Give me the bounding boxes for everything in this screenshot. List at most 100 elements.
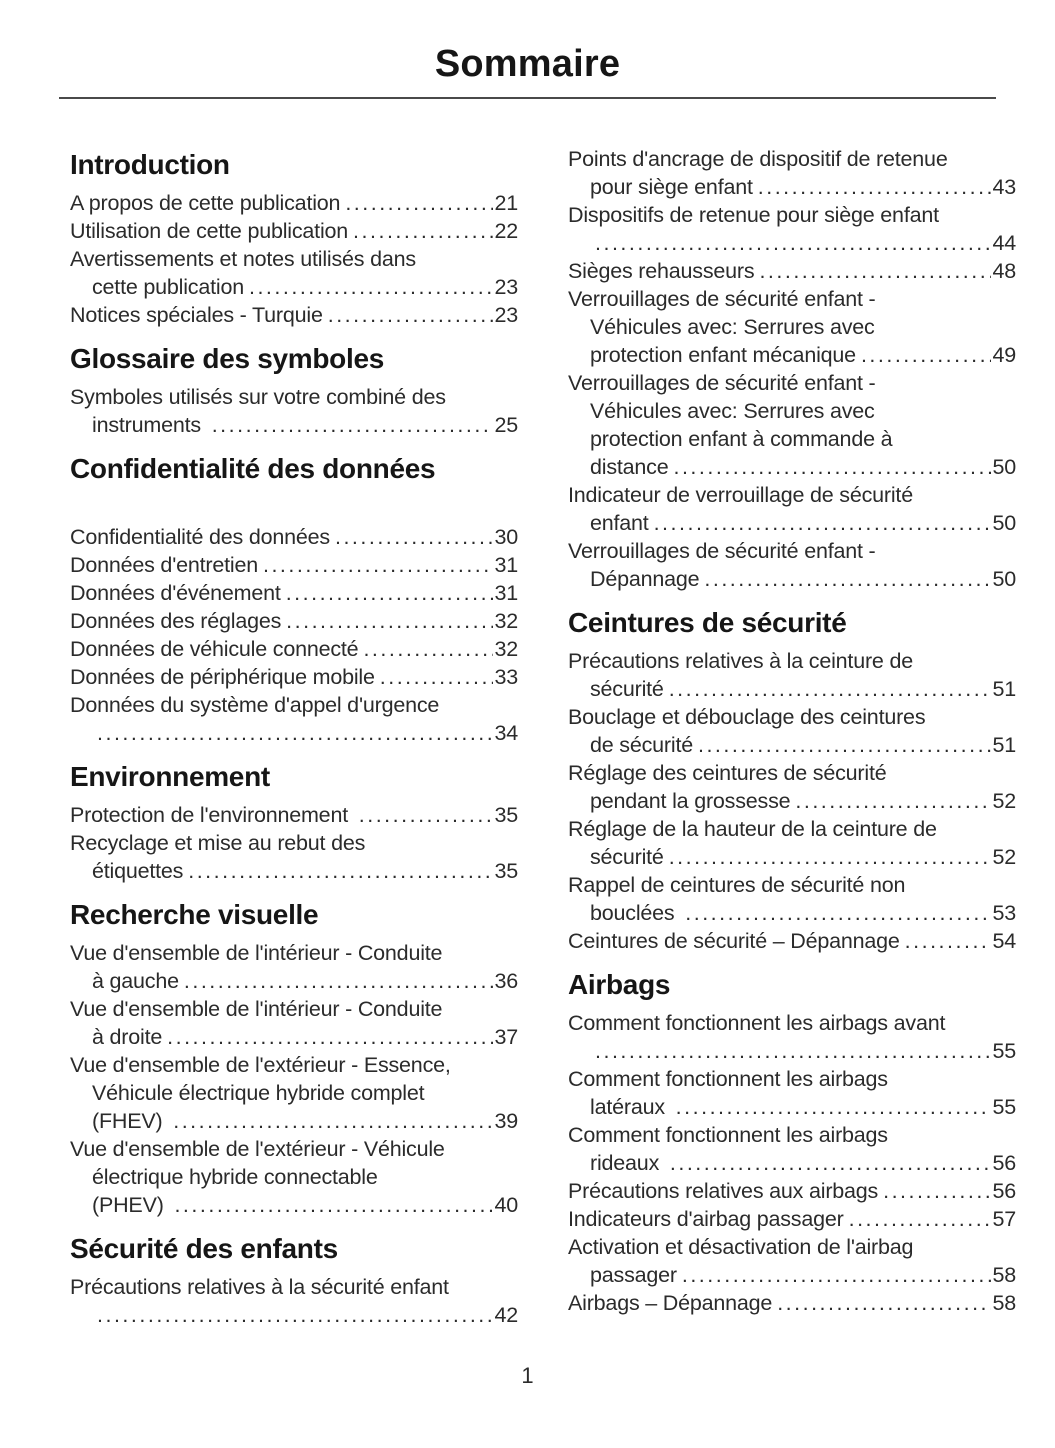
section-heading: Sécurité des enfants <box>70 1233 338 1264</box>
toc-entry-line: protection enfant à commande à <box>568 425 1016 453</box>
toc-entry: Vue d'ensemble de l'extérieur - Véhicule… <box>70 1135 518 1219</box>
toc-entry-line: enfant..................................… <box>568 509 1016 537</box>
toc-column: Introduction A propos de cette publicatio… <box>70 145 518 1329</box>
entry-text: Points d'ancrage de dispositif de retenu… <box>568 147 948 171</box>
toc-entry-line: Précautions relatives à la ceinture de <box>568 647 1016 675</box>
page-ref: 58 <box>992 1263 1016 1287</box>
dot-leader: ........................................… <box>327 303 494 327</box>
entry-text: de sécurité <box>590 733 693 757</box>
entry-text: Utilisation de cette publication <box>70 219 349 243</box>
toc-entry: Activation et désactivation de l'airbag p… <box>568 1233 1016 1289</box>
dot-leader: ........................................… <box>285 581 494 605</box>
toc-entry-line: rideaux ................................… <box>568 1149 1016 1177</box>
toc-entry-line: Airbags – Dépannage.....................… <box>568 1289 1016 1317</box>
page-ref: 53 <box>992 901 1016 925</box>
dot-leader: ........................................… <box>358 803 494 827</box>
toc-entry-line: ........................................… <box>568 1037 1016 1065</box>
entry-text: Précautions relatives à la ceinture de <box>568 649 913 673</box>
toc-entry: Données d'événement.....................… <box>70 579 518 607</box>
toc-entry: Verrouillages de sécurité enfant - Véhicu… <box>568 369 1016 481</box>
toc-entry: Airbags – Dépannage.....................… <box>568 1289 1016 1317</box>
toc-section: Introduction A propos de cette publicatio… <box>70 145 518 329</box>
toc-entry-line: Véhicule électrique hybride complet <box>70 1079 518 1107</box>
page-ref: 55 <box>992 1095 1016 1119</box>
toc-entry: Ceintures de sécurité – Dépannage.......… <box>568 927 1016 955</box>
toc-entry: Réglage de la hauteur de la ceinture de s… <box>568 815 1016 871</box>
toc-entry-line: cette publication.......................… <box>70 273 518 301</box>
entry-text: distance <box>590 455 669 479</box>
dot-leader: ........................................… <box>681 1263 992 1287</box>
page-ref: 31 <box>494 581 518 605</box>
toc-entry: Comment fonctionnent les airbags avant..… <box>568 1009 1016 1065</box>
page-title: Sommaire <box>434 43 621 85</box>
dot-leader: ........................................… <box>97 721 493 745</box>
toc-entry-line: Indicateur de verrouillage de sécurité <box>568 481 1016 509</box>
dot-leader: ........................................… <box>595 231 991 255</box>
entry-text: à gauche <box>92 969 179 993</box>
dot-leader: ........................................… <box>97 1303 493 1327</box>
entry-text: Comment fonctionnent les airbags <box>568 1067 888 1091</box>
toc-section: Confidentialité des données Confidentiali… <box>70 449 518 747</box>
dot-leader: ........................................… <box>379 665 494 689</box>
toc-entry-line: étiquettes..............................… <box>70 857 518 885</box>
dot-leader: ........................................… <box>167 1025 494 1049</box>
toc-entry: Précautions relatives à la ceinture de sé… <box>568 647 1016 703</box>
toc-entry-line: passager................................… <box>568 1261 1016 1289</box>
entry-text: Ceintures de sécurité – Dépannage <box>568 929 900 953</box>
page-ref: 37 <box>494 1025 518 1049</box>
entry-text: instruments <box>92 413 207 437</box>
dot-leader: ........................................… <box>759 259 991 283</box>
entry-text: Recyclage et mise au rebut des <box>70 831 366 855</box>
dot-leader: ........................................… <box>262 553 494 577</box>
entry-text: Dispositifs de retenue pour siège enfant <box>568 203 939 227</box>
toc-entry: Données des réglages....................… <box>70 607 518 635</box>
entry-text: Données d'événement <box>70 581 281 605</box>
page-ref: 36 <box>494 969 518 993</box>
toc-entry: Points d'ancrage de dispositif de retenu… <box>568 145 1016 201</box>
toc-entry: Vue d'ensemble de l'extérieur - Essence,… <box>70 1051 518 1135</box>
toc-entry-line: Données du système d'appel d'urgence <box>70 691 518 719</box>
toc-entry: Notices spéciales - Turquie.............… <box>70 301 518 329</box>
dot-leader: ........................................… <box>363 637 493 661</box>
toc-entry-line: Verrouillages de sécurité enfant - <box>568 369 1016 397</box>
entry-text: Véhicules avec: Serrures avec <box>590 315 875 339</box>
toc-entry: Données d'entretien.....................… <box>70 551 518 579</box>
entry-text: Véhicules avec: Serrures avec <box>590 399 875 423</box>
toc-entry: Confidentialité des données.............… <box>70 523 518 551</box>
dot-leader: ........................................… <box>675 1095 992 1119</box>
toc-entry-line: Indicateurs d'airbag passager...........… <box>568 1205 1016 1233</box>
page-ref: 23 <box>494 303 518 327</box>
page-ref: 57 <box>992 1207 1016 1231</box>
toc-entry: Données du système d'appel d'urgence....… <box>70 691 518 747</box>
dot-leader: ........................................… <box>211 413 494 437</box>
entry-text: à droite <box>92 1025 163 1049</box>
toc-entry-line: Réglage de la hauteur de la ceinture de <box>568 815 1016 843</box>
section-heading: Recherche visuelle <box>70 899 319 930</box>
toc-entry-line: bouclées ...............................… <box>568 899 1016 927</box>
toc-entry-line: Activation et désactivation de l'airbag <box>568 1233 1016 1261</box>
page-ref: 49 <box>992 343 1016 367</box>
entry-text: Réglage de la hauteur de la ceinture de <box>568 817 937 841</box>
entry-text: Symboles utilisés sur votre combiné des <box>70 385 446 409</box>
toc-entry-line: ........................................… <box>70 1301 518 1329</box>
toc-entry-line: Dispositifs de retenue pour siège enfant <box>568 201 1016 229</box>
toc-entry-line: instruments ............................… <box>70 411 518 439</box>
toc-entry-line: ........................................… <box>70 719 518 747</box>
toc-entry-line: Comment fonctionnent les airbags <box>568 1121 1016 1149</box>
toc-entry-line: A propos de cette publication...........… <box>70 189 518 217</box>
toc-entry: Utilisation de cette publication........… <box>70 217 518 245</box>
toc-entry-line: Ceintures de sécurité – Dépannage.......… <box>568 927 1016 955</box>
toc-entry-line: Données d'événement.....................… <box>70 579 518 607</box>
page-ref: 50 <box>992 567 1016 591</box>
toc-entry-line: Bouclage et débouclage des ceintures <box>568 703 1016 731</box>
section-heading: Glossaire des symboles <box>70 343 385 374</box>
toc-entry-line: (FHEV) .................................… <box>70 1107 518 1135</box>
entry-text: Protection de l'environnement <box>70 803 354 827</box>
entry-text: Avertissements et notes utilisés dans <box>70 247 416 271</box>
entry-text: Notices spéciales - Turquie <box>70 303 323 327</box>
toc-entry: Sièges rehausseurs......................… <box>568 257 1016 285</box>
dot-leader: ........................................… <box>704 567 991 591</box>
toc-entry: Symboles utilisés sur votre combiné des i… <box>70 383 518 439</box>
entry-text: Vue d'ensemble de l'intérieur - Conduite <box>70 997 443 1021</box>
page-ref: 56 <box>992 1179 1016 1203</box>
